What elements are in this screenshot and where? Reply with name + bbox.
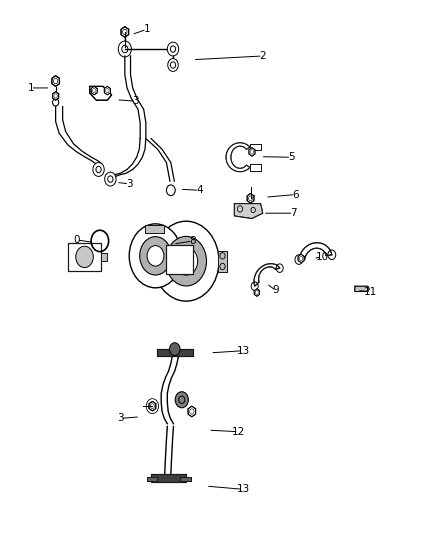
- Text: 10: 10: [315, 252, 328, 262]
- Polygon shape: [145, 225, 164, 233]
- Polygon shape: [166, 245, 193, 274]
- Circle shape: [170, 343, 180, 356]
- Polygon shape: [101, 253, 107, 261]
- Text: 1: 1: [143, 25, 150, 34]
- Circle shape: [168, 59, 178, 71]
- Polygon shape: [355, 286, 369, 292]
- Polygon shape: [250, 144, 261, 150]
- Text: 11: 11: [364, 287, 377, 296]
- Circle shape: [167, 42, 179, 56]
- Polygon shape: [151, 474, 186, 482]
- Text: 6: 6: [292, 190, 299, 199]
- Polygon shape: [180, 477, 191, 481]
- Polygon shape: [254, 264, 280, 286]
- Circle shape: [118, 41, 131, 57]
- Text: 8: 8: [189, 236, 196, 246]
- Polygon shape: [249, 148, 255, 156]
- Text: 3: 3: [126, 179, 133, 189]
- Text: 3: 3: [117, 414, 124, 423]
- Circle shape: [93, 163, 104, 176]
- Polygon shape: [299, 243, 332, 260]
- Circle shape: [147, 246, 164, 266]
- Circle shape: [105, 172, 116, 186]
- Polygon shape: [188, 406, 196, 417]
- Text: 0: 0: [74, 235, 80, 245]
- Polygon shape: [68, 243, 101, 271]
- Polygon shape: [147, 477, 157, 481]
- Text: 13: 13: [237, 484, 250, 494]
- Polygon shape: [254, 289, 260, 296]
- Polygon shape: [247, 193, 254, 203]
- Polygon shape: [157, 349, 193, 356]
- Text: 2: 2: [259, 51, 266, 61]
- Polygon shape: [298, 254, 304, 263]
- Polygon shape: [149, 401, 156, 411]
- Polygon shape: [53, 92, 59, 100]
- Circle shape: [175, 392, 188, 408]
- Text: 7: 7: [290, 208, 297, 218]
- Text: 12: 12: [232, 427, 245, 437]
- Text: 4: 4: [196, 185, 203, 195]
- Text: 9: 9: [272, 286, 279, 295]
- Circle shape: [140, 237, 171, 275]
- Polygon shape: [121, 27, 129, 37]
- Text: 1: 1: [27, 83, 34, 93]
- Polygon shape: [91, 86, 97, 95]
- Circle shape: [129, 224, 182, 288]
- Polygon shape: [104, 86, 110, 95]
- Polygon shape: [234, 204, 263, 219]
- Circle shape: [175, 247, 198, 275]
- Polygon shape: [52, 76, 60, 86]
- Polygon shape: [218, 251, 227, 272]
- Text: 13: 13: [237, 346, 250, 356]
- Text: 5: 5: [288, 152, 295, 162]
- Circle shape: [166, 237, 207, 286]
- Circle shape: [153, 221, 219, 301]
- Polygon shape: [250, 164, 261, 171]
- Text: 3: 3: [132, 96, 139, 106]
- Circle shape: [76, 246, 93, 268]
- Polygon shape: [226, 143, 250, 172]
- Polygon shape: [90, 86, 112, 100]
